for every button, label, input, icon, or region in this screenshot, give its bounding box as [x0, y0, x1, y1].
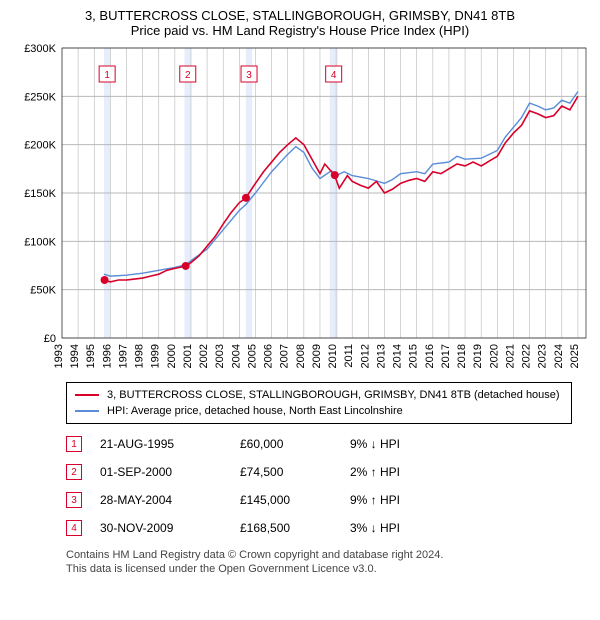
svg-text:£50K: £50K	[30, 285, 56, 297]
svg-text:£0: £0	[44, 333, 56, 345]
svg-text:£300K: £300K	[24, 43, 56, 55]
sale-event-row: 4 30-NOV-2009£168,5003% ↓ HPI	[66, 514, 572, 542]
legend: 3, BUTTERCROSS CLOSE, STALLINGBOROUGH, G…	[66, 382, 572, 424]
svg-text:1: 1	[104, 70, 110, 81]
svg-text:2025: 2025	[569, 344, 581, 368]
svg-text:2005: 2005	[246, 344, 258, 368]
svg-text:2022: 2022	[521, 344, 533, 368]
sale-event-row: 1 21-AUG-1995£60,0009% ↓ HPI	[66, 430, 572, 458]
svg-text:2003: 2003	[214, 344, 226, 368]
svg-text:2000: 2000	[166, 344, 178, 368]
svg-text:2013: 2013	[375, 344, 387, 368]
svg-text:2010: 2010	[327, 344, 339, 368]
chart-subtitle: Price paid vs. HM Land Registry's House …	[6, 23, 594, 38]
event-marker: 2	[66, 464, 82, 480]
price-chart: £0 £50K £100K £150K £200K £250K £300K 1993 1994 1…	[6, 42, 594, 376]
sale-event-row: 2 01-SEP-2000£74,5002% ↑ HPI	[66, 458, 572, 486]
svg-text:4: 4	[331, 70, 337, 81]
event-price: £168,500	[240, 521, 350, 535]
svg-text:2024: 2024	[553, 344, 565, 368]
svg-text:1998: 1998	[134, 344, 146, 368]
footer-line: This data is licensed under the Open Gov…	[66, 562, 572, 576]
svg-text:2014: 2014	[392, 344, 404, 368]
event-price: £74,500	[240, 465, 350, 479]
svg-text:1996: 1996	[101, 344, 113, 368]
svg-text:1995: 1995	[85, 344, 97, 368]
event-diff: 2% ↑ HPI	[350, 465, 460, 479]
svg-text:2017: 2017	[440, 344, 452, 368]
svg-text:£150K: £150K	[24, 188, 56, 200]
svg-text:2018: 2018	[456, 344, 468, 368]
svg-text:2023: 2023	[537, 344, 549, 368]
svg-text:2020: 2020	[488, 344, 500, 368]
footer-attribution: Contains HM Land Registry data © Crown c…	[66, 548, 572, 576]
event-diff: 3% ↓ HPI	[350, 521, 460, 535]
event-diff: 9% ↑ HPI	[350, 493, 460, 507]
svg-text:1997: 1997	[117, 344, 129, 368]
svg-text:2016: 2016	[424, 344, 436, 368]
svg-text:2007: 2007	[279, 344, 291, 368]
svg-text:£250K: £250K	[24, 91, 56, 103]
legend-item: 3, BUTTERCROSS CLOSE, STALLINGBOROUGH, G…	[75, 387, 563, 403]
svg-text:2006: 2006	[263, 344, 275, 368]
sale-event-row: 3 28-MAY-2004£145,0009% ↑ HPI	[66, 486, 572, 514]
event-price: £145,000	[240, 493, 350, 507]
event-date: 30-NOV-2009	[100, 521, 240, 535]
event-date: 21-AUG-1995	[100, 437, 240, 451]
svg-text:2009: 2009	[311, 344, 323, 368]
svg-text:2011: 2011	[343, 344, 355, 368]
svg-text:2008: 2008	[295, 344, 307, 368]
footer-line: Contains HM Land Registry data © Crown c…	[66, 548, 572, 562]
svg-text:1993: 1993	[53, 344, 65, 368]
svg-text:1994: 1994	[69, 344, 81, 368]
event-marker: 3	[66, 492, 82, 508]
legend-label: HPI: Average price, detached house, Nort…	[107, 403, 403, 419]
svg-text:3: 3	[246, 70, 252, 81]
svg-text:£200K: £200K	[24, 140, 56, 152]
svg-text:2015: 2015	[408, 344, 420, 368]
svg-text:2019: 2019	[472, 344, 484, 368]
svg-text:1999: 1999	[150, 344, 162, 368]
legend-item: HPI: Average price, detached house, Nort…	[75, 403, 563, 419]
event-diff: 9% ↓ HPI	[350, 437, 460, 451]
svg-text:2001: 2001	[182, 344, 194, 368]
chart-title: 3, BUTTERCROSS CLOSE, STALLINGBOROUGH, G…	[6, 8, 594, 23]
legend-swatch	[75, 394, 99, 396]
event-marker: 4	[66, 520, 82, 536]
event-price: £60,000	[240, 437, 350, 451]
svg-text:2021: 2021	[504, 344, 516, 368]
svg-text:2004: 2004	[230, 344, 242, 368]
event-marker: 1	[66, 436, 82, 452]
event-date: 01-SEP-2000	[100, 465, 240, 479]
legend-label: 3, BUTTERCROSS CLOSE, STALLINGBOROUGH, G…	[107, 387, 560, 403]
svg-text:2: 2	[185, 70, 191, 81]
sales-table: 121-AUG-1995£60,0009% ↓ HPI201-SEP-2000£…	[66, 430, 572, 542]
legend-swatch	[75, 410, 99, 412]
event-date: 28-MAY-2004	[100, 493, 240, 507]
svg-text:£100K: £100K	[24, 236, 56, 248]
svg-text:2012: 2012	[359, 344, 371, 368]
svg-text:2002: 2002	[198, 344, 210, 368]
